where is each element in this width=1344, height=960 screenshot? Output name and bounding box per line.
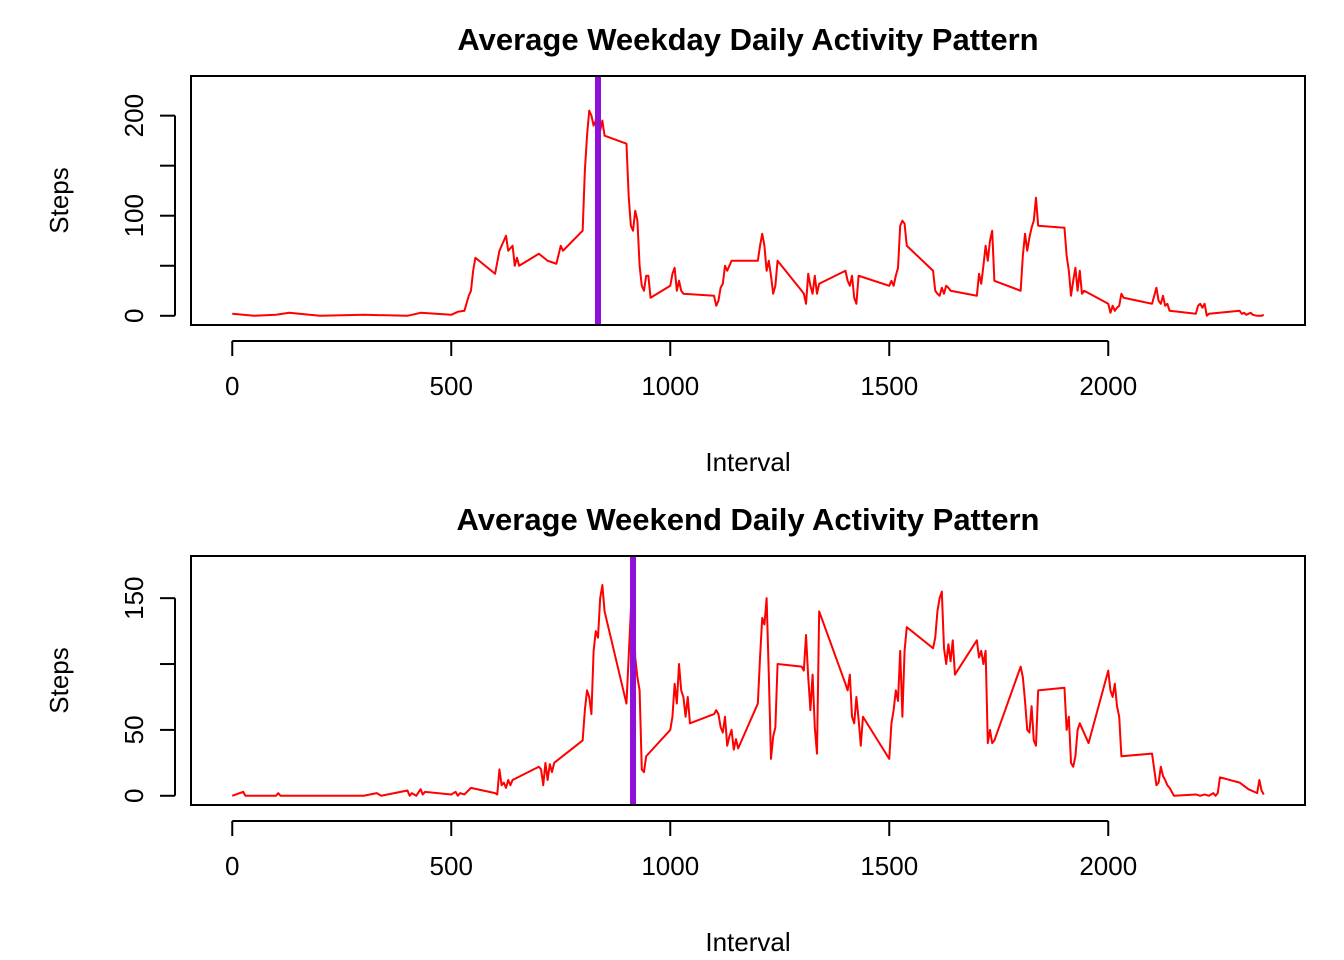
y-tick-label: 0 bbox=[119, 309, 149, 323]
x-tick-label: 500 bbox=[430, 851, 473, 881]
plot-frame bbox=[190, 75, 1306, 326]
x-axis-title: Interval bbox=[705, 927, 790, 957]
x-tick-label: 2000 bbox=[1079, 851, 1137, 881]
x-tick-label: 500 bbox=[430, 371, 473, 401]
x-axis-title: Interval bbox=[705, 447, 790, 477]
y-tick-label: 100 bbox=[119, 194, 149, 237]
x-tick-label: 0 bbox=[225, 851, 239, 881]
chart-title: Average Weekend Daily Activity Pattern bbox=[457, 502, 1040, 537]
chart-title: Average Weekday Daily Activity Pattern bbox=[457, 22, 1038, 57]
data-line bbox=[231, 564, 1265, 797]
x-tick-label: 0 bbox=[225, 371, 239, 401]
plot-frame bbox=[190, 555, 1306, 806]
y-tick-label: 0 bbox=[119, 789, 149, 803]
x-tick-label: 2000 bbox=[1079, 371, 1137, 401]
x-tick-label: 1000 bbox=[641, 851, 699, 881]
y-tick-label: 150 bbox=[119, 576, 149, 619]
y-axis-title: Steps bbox=[44, 167, 74, 234]
y-axis-title: Steps bbox=[44, 647, 74, 714]
y-tick-label: 200 bbox=[119, 94, 149, 137]
x-tick-label: 1000 bbox=[641, 371, 699, 401]
x-tick-label: 1500 bbox=[860, 851, 918, 881]
x-tick-label: 1500 bbox=[860, 371, 918, 401]
y-tick-label: 50 bbox=[119, 715, 149, 744]
data-line bbox=[232, 84, 1265, 317]
